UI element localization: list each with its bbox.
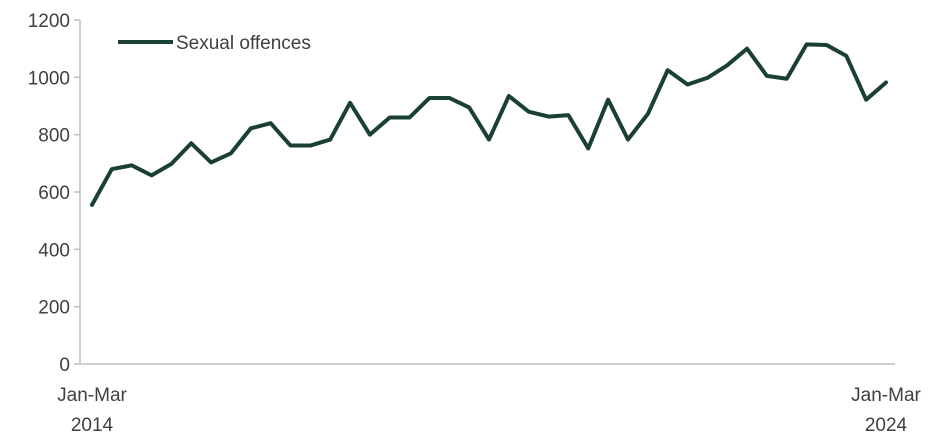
y-tick-label: 200 [38,298,70,319]
y-tick-label: 1200 [28,11,70,32]
series-line-sexual-offences [90,42,888,207]
y-tick-label: 800 [38,126,70,147]
series-group [90,42,888,207]
y-tick-label: 0 [59,355,70,376]
x-tick-label-start-line2: 2014 [71,415,114,436]
x-tick-label-end-line1: Jan-Mar [851,385,921,406]
x-axis-tick-labels: Jan-Mar 2014 Jan-Mar 2024 [57,385,921,436]
y-tick-label: 600 [38,183,70,204]
x-tick-label-end-line2: 2024 [865,415,908,436]
legend-label: Sexual offences [176,33,311,54]
y-axis-tick-labels: 0 200 400 600 800 1000 1200 [28,11,70,376]
y-tick-label: 400 [38,240,70,261]
x-tick-label-start-line1: Jan-Mar [57,385,127,406]
legend: Sexual offences [118,33,311,54]
y-tick-label: 1000 [28,68,70,89]
axes [74,19,895,365]
